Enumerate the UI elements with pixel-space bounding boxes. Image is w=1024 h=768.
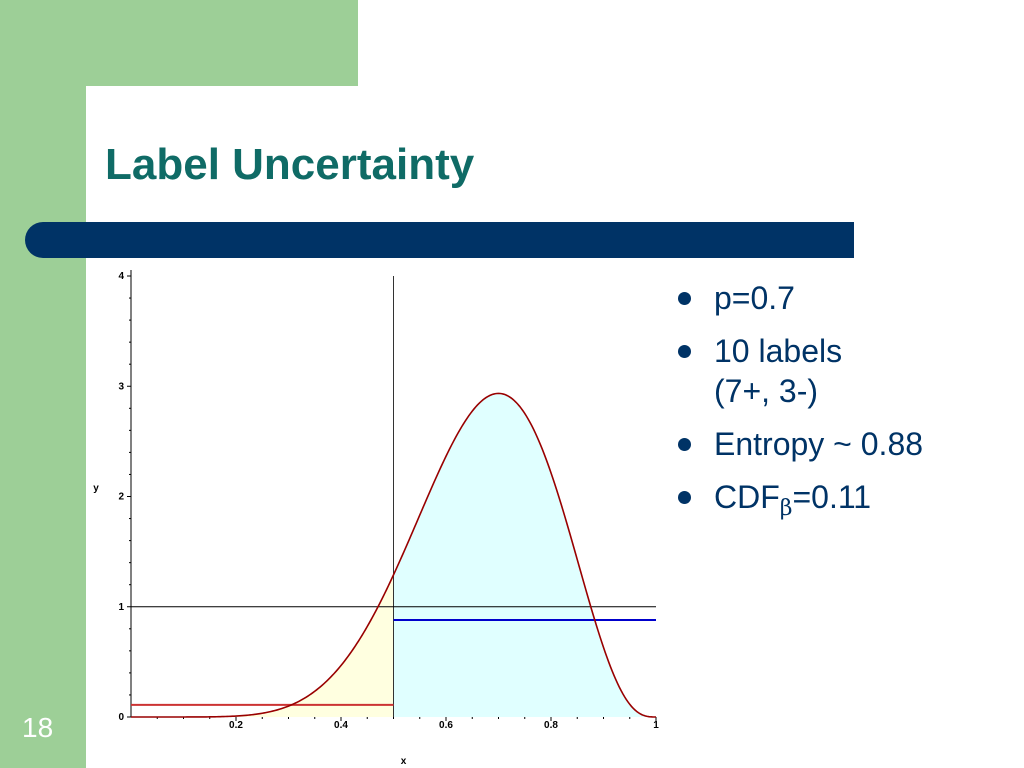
green-top-band [0, 0, 358, 86]
bullet-text: 10 labels [714, 333, 843, 369]
bullet-list: p=0.7 10 labels (7+, 3-) Entropy ~ 0.88 C… [672, 278, 923, 542]
x-tick-label: 0.4 [334, 720, 348, 731]
bullet-text: Entropy ~ 0.88 [714, 426, 924, 462]
y-tick-label: 0 [118, 712, 124, 723]
bullet-p: p=0.7 [672, 278, 923, 318]
bullet-dot [678, 491, 691, 504]
area-fill-right [393, 393, 656, 717]
green-sidebar [0, 0, 86, 768]
bullet-text-continued: (7+, 3-) [714, 373, 819, 409]
title-underline-bar [25, 222, 854, 258]
slide-number: 18 [22, 712, 54, 743]
slide-title: Label Uncertainty [105, 140, 475, 189]
beta-subscript: β [779, 496, 793, 521]
x-tick-label: 0.8 [544, 720, 558, 731]
y-tick-label: 3 [118, 381, 124, 392]
bullet-labels: 10 labels (7+, 3-) [672, 331, 923, 411]
y-tick-label: 1 [118, 602, 124, 613]
bullet-dot [678, 345, 691, 358]
y-axis-label: y [93, 483, 99, 494]
bullet-dot [678, 292, 691, 305]
area-fill-left [131, 574, 394, 717]
bullet-text: CDF [714, 479, 780, 515]
bullet-entropy: Entropy ~ 0.88 [672, 424, 923, 464]
y-tick-label: 4 [118, 271, 124, 282]
density-curve [131, 392, 657, 718]
bullet-cdf: CDFβ=0.11 [672, 477, 923, 529]
x-tick-label: 0.2 [229, 720, 243, 731]
x-tick-label: 0.6 [439, 720, 453, 731]
x-tick-label: 1 [653, 720, 659, 731]
y-tick-label: 2 [118, 492, 124, 503]
x-axis-label: x [401, 756, 407, 767]
beta-density-chart: 0 1 2 3 4 0.2 0.4 0.6 0.8 1 x y [93, 270, 659, 767]
bullet-dot [678, 438, 691, 451]
bullet-text: p=0.7 [714, 280, 795, 316]
bullet-text-suffix: =0.11 [792, 479, 872, 515]
